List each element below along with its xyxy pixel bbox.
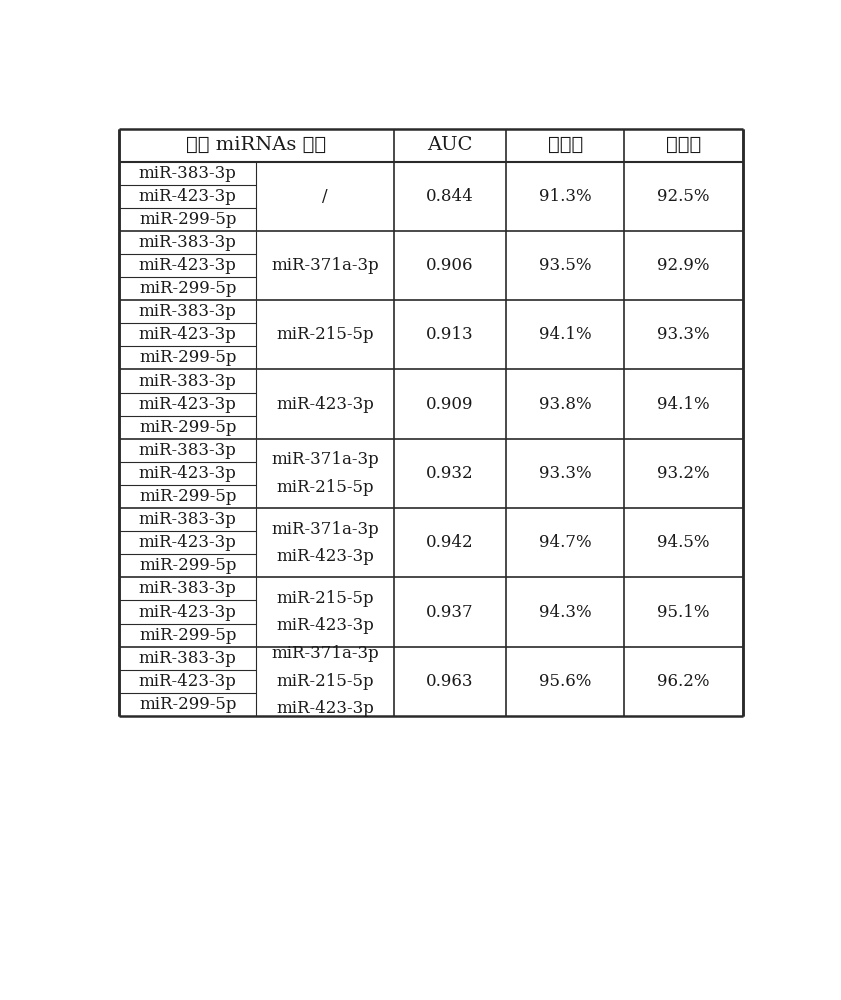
- Text: 93.5%: 93.5%: [539, 257, 591, 274]
- Text: 93.8%: 93.8%: [539, 396, 591, 413]
- Text: miR-423-3p: miR-423-3p: [139, 604, 236, 621]
- Text: 96.2%: 96.2%: [658, 673, 710, 690]
- Text: 91.3%: 91.3%: [539, 188, 591, 205]
- Text: 0.906: 0.906: [426, 257, 473, 274]
- Text: 0.844: 0.844: [426, 188, 473, 205]
- Text: /: /: [322, 188, 328, 205]
- Text: 0.909: 0.909: [426, 396, 473, 413]
- Text: miR-423-3p: miR-423-3p: [276, 396, 374, 413]
- Text: 95.6%: 95.6%: [539, 673, 591, 690]
- Text: miR-423-3p: miR-423-3p: [139, 257, 236, 274]
- Text: miR-423-3p: miR-423-3p: [139, 673, 236, 690]
- Text: miR-383-3p: miR-383-3p: [139, 650, 236, 667]
- Text: 0.932: 0.932: [426, 465, 473, 482]
- Text: 94.3%: 94.3%: [539, 604, 591, 621]
- Text: 特异性: 特异性: [666, 136, 701, 154]
- Text: 94.7%: 94.7%: [539, 534, 591, 551]
- Text: miR-371a-3p: miR-371a-3p: [271, 257, 378, 274]
- Text: miR-299-5p: miR-299-5p: [139, 557, 236, 574]
- Text: miR-423-3p: miR-423-3p: [139, 465, 236, 482]
- Text: 灵敏度: 灵敏度: [547, 136, 583, 154]
- Text: miR-423-3p: miR-423-3p: [139, 534, 236, 551]
- Text: miR-215-5p: miR-215-5p: [276, 326, 373, 343]
- Text: miR-383-3p: miR-383-3p: [139, 165, 236, 182]
- Text: 0.937: 0.937: [426, 604, 473, 621]
- Text: miR-299-5p: miR-299-5p: [139, 280, 236, 297]
- Text: miR-299-5p: miR-299-5p: [139, 211, 236, 228]
- Text: 92.9%: 92.9%: [658, 257, 710, 274]
- Text: 联合 miRNAs 种类: 联合 miRNAs 种类: [186, 136, 326, 154]
- Text: 95.1%: 95.1%: [658, 604, 710, 621]
- Text: 93.3%: 93.3%: [539, 465, 591, 482]
- Text: 0.913: 0.913: [426, 326, 473, 343]
- Text: 93.3%: 93.3%: [658, 326, 710, 343]
- Text: miR-423-3p: miR-423-3p: [139, 326, 236, 343]
- Text: 92.5%: 92.5%: [658, 188, 710, 205]
- Text: miR-299-5p: miR-299-5p: [139, 488, 236, 505]
- Text: miR-423-3p: miR-423-3p: [139, 396, 236, 413]
- Text: miR-423-3p: miR-423-3p: [139, 188, 236, 205]
- Text: miR-215-5p
miR-423-3p: miR-215-5p miR-423-3p: [276, 590, 374, 634]
- Text: miR-371a-3p
miR-215-5p: miR-371a-3p miR-215-5p: [271, 451, 378, 496]
- Text: 94.5%: 94.5%: [658, 534, 710, 551]
- Text: 94.1%: 94.1%: [539, 326, 591, 343]
- Text: miR-299-5p: miR-299-5p: [139, 419, 236, 436]
- Text: miR-383-3p: miR-383-3p: [139, 234, 236, 251]
- Text: 94.1%: 94.1%: [658, 396, 710, 413]
- Text: miR-383-3p: miR-383-3p: [139, 580, 236, 597]
- Text: AUC: AUC: [427, 136, 473, 154]
- Text: 93.2%: 93.2%: [658, 465, 710, 482]
- Text: 0.963: 0.963: [426, 673, 473, 690]
- Text: miR-383-3p: miR-383-3p: [139, 442, 236, 459]
- Text: miR-371a-3p
miR-215-5p
miR-423-3p: miR-371a-3p miR-215-5p miR-423-3p: [271, 645, 378, 717]
- Text: miR-299-5p: miR-299-5p: [139, 696, 236, 713]
- Text: miR-299-5p: miR-299-5p: [139, 627, 236, 644]
- Text: miR-383-3p: miR-383-3p: [139, 373, 236, 390]
- Text: 0.942: 0.942: [426, 534, 473, 551]
- Text: miR-299-5p: miR-299-5p: [139, 349, 236, 366]
- Text: miR-383-3p: miR-383-3p: [139, 303, 236, 320]
- Text: miR-371a-3p
miR-423-3p: miR-371a-3p miR-423-3p: [271, 521, 378, 565]
- Text: miR-383-3p: miR-383-3p: [139, 511, 236, 528]
